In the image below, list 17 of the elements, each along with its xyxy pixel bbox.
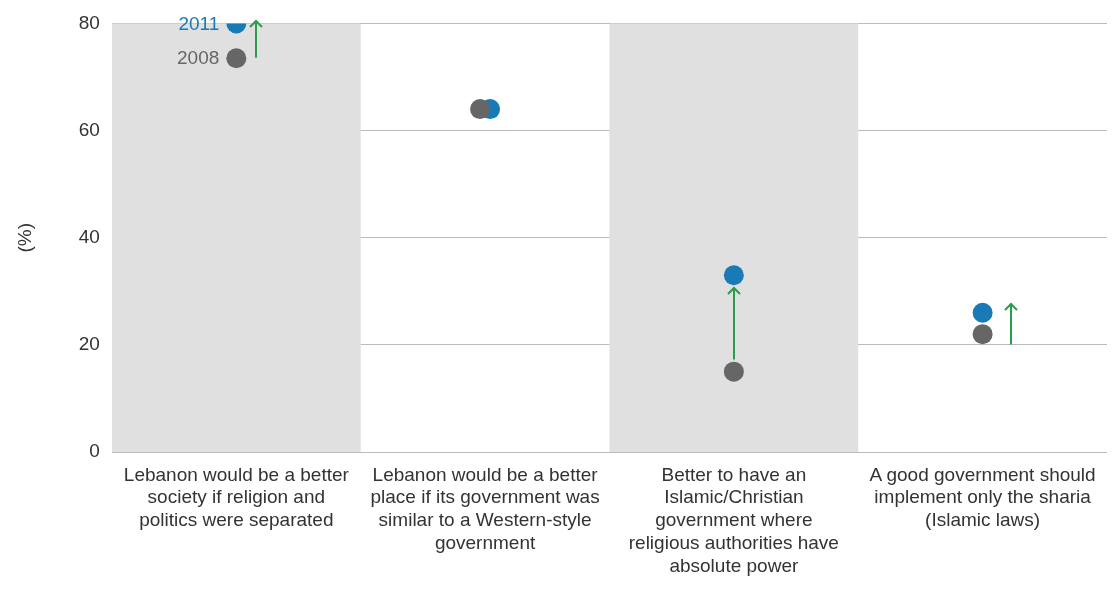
point bbox=[723, 265, 744, 286]
point bbox=[226, 48, 247, 69]
y-tick-label: 40 bbox=[78, 225, 100, 247]
point bbox=[972, 302, 993, 323]
x-tick-label: A good government should implement only the sharia (Islamic laws) bbox=[869, 463, 1096, 531]
y-tick-label: 0 bbox=[89, 440, 100, 462]
y-tick-label: 80 bbox=[78, 11, 100, 33]
y-tick-label: 20 bbox=[78, 333, 100, 355]
series-label: 2008 bbox=[177, 47, 220, 69]
x-tick-label: Lebanon would be a better place if its government was similar to a Western-style government bbox=[370, 463, 600, 554]
series-label: 2011 bbox=[178, 12, 220, 34]
x-tick-label: Better to have an Islamic/Christian government where religious authorities have absolute power bbox=[628, 463, 839, 576]
point bbox=[972, 324, 993, 345]
point bbox=[723, 361, 744, 382]
x-tick-label: Lebanon would be a better society if religion and politics were separated bbox=[123, 463, 350, 531]
y-axis-title: (%) bbox=[13, 222, 35, 253]
y-tick-label: 60 bbox=[78, 118, 100, 140]
